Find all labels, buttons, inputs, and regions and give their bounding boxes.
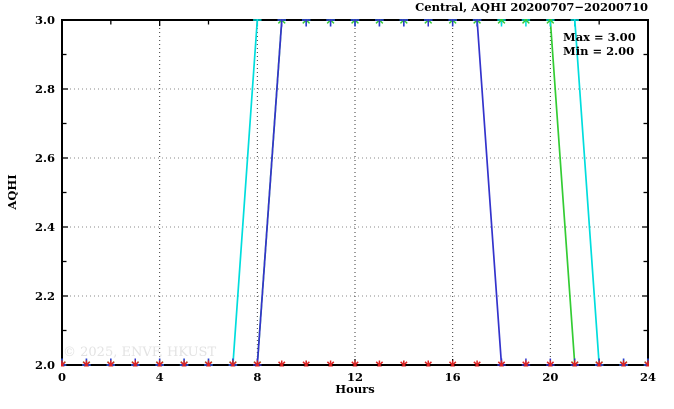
- x-tick-label: 24: [640, 370, 656, 384]
- legend-min-label: Min = 2.00: [563, 44, 634, 58]
- x-tick-label: 16: [445, 370, 461, 384]
- watermark-text: © 2025, ENVF, HKUST: [63, 345, 216, 360]
- legend-max-label: Max = 3.00: [563, 30, 636, 44]
- y-tick-label: 2.0: [35, 358, 55, 372]
- y-tick-label: 2.4: [35, 220, 55, 234]
- x-tick-label: 12: [347, 370, 363, 384]
- y-tick-label: 2.6: [35, 151, 55, 165]
- data-point-markers: [61, 19, 649, 367]
- x-tick-label: 8: [253, 370, 261, 384]
- gridlines: [62, 20, 648, 365]
- x-tick-label: 0: [58, 370, 66, 384]
- tick-labels: 0 4 8 12 16 20 24 2.0 2.2 2.4 2.6 2.8 3.0: [35, 13, 656, 384]
- y-tick-label: 2.2: [35, 289, 55, 303]
- y-tick-label: 3.0: [35, 13, 55, 27]
- y-axis-title: AQHI: [5, 174, 19, 210]
- y-tick-label: 2.8: [35, 82, 55, 96]
- x-tick-label: 20: [542, 370, 558, 384]
- x-tick-label: 4: [156, 370, 164, 384]
- chart-title: Central, AQHI 20200707−20200710: [415, 0, 648, 14]
- x-axis-title: Hours: [335, 382, 374, 396]
